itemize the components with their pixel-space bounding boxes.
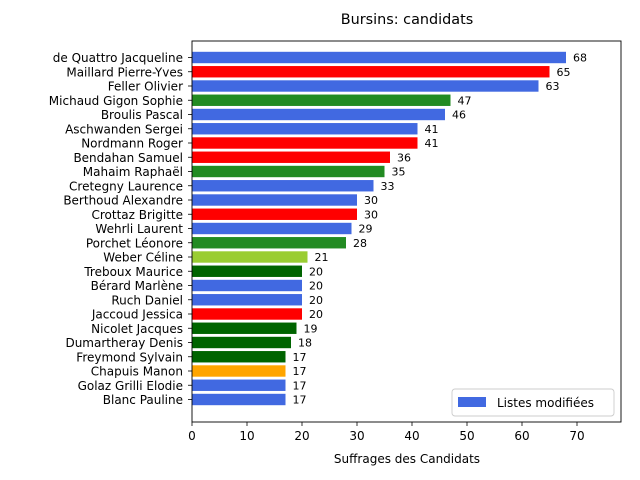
bar xyxy=(192,123,418,135)
legend-swatch xyxy=(458,397,486,407)
plot-frame xyxy=(191,40,622,423)
bar xyxy=(192,322,297,334)
bar xyxy=(192,336,291,349)
bar xyxy=(192,379,286,391)
x-tick-label: 40 xyxy=(404,429,419,443)
y-tick-label: Michaud Gigon Sophie xyxy=(49,94,183,108)
y-tick-label: Berthoud Alexandre xyxy=(63,194,183,208)
y-tick-label: Bérard Marlène xyxy=(91,279,183,293)
bar-value-label: 17 xyxy=(293,379,307,392)
value-labels-group: 6865634746414136353330302928212020202019… xyxy=(293,52,588,407)
y-tick-label: Bendahan Samuel xyxy=(73,151,183,165)
bar-value-label: 29 xyxy=(359,223,373,236)
bar xyxy=(192,265,302,277)
bar-value-label: 17 xyxy=(293,351,307,364)
bar xyxy=(192,66,550,78)
bar-value-label: 41 xyxy=(425,137,439,150)
bar xyxy=(192,137,418,149)
legend-label: Listes modifiées xyxy=(497,396,594,410)
chart-title: Bursins: candidats xyxy=(341,12,474,28)
bar xyxy=(192,279,302,292)
x-tick-label: 60 xyxy=(514,429,529,443)
y-tick-label: Crottaz Brigitte xyxy=(91,208,183,222)
y-tick-label: Ruch Daniel xyxy=(111,293,183,307)
y-tick-label: Mahaim Raphaël xyxy=(83,165,183,179)
bar-value-label: 19 xyxy=(304,322,318,335)
bar-value-label: 20 xyxy=(309,280,323,293)
bar xyxy=(192,208,357,220)
bar xyxy=(192,194,357,206)
x-tick-label: 30 xyxy=(349,429,364,443)
bar xyxy=(192,51,566,64)
bar xyxy=(192,108,445,121)
bar-value-label: 28 xyxy=(353,237,367,250)
bar-value-label: 46 xyxy=(452,109,466,122)
bar-value-label: 68 xyxy=(573,52,587,65)
x-axis-label: Suffrages des Candidats xyxy=(334,452,480,466)
bar xyxy=(192,393,286,406)
y-tick-label: Nordmann Roger xyxy=(81,137,183,151)
bar xyxy=(192,251,308,263)
bar-value-label: 21 xyxy=(315,251,329,264)
bar-value-label: 47 xyxy=(458,94,472,107)
y-tick-label: Nicolet Jacques xyxy=(91,322,183,336)
bar xyxy=(192,165,385,178)
x-tick-label: 50 xyxy=(459,429,474,443)
y-tick-label: Freymond Sylvain xyxy=(76,350,183,364)
bar-value-label: 17 xyxy=(293,365,307,378)
x-tick-label: 10 xyxy=(239,429,254,443)
y-tick-label: Broulis Pascal xyxy=(101,108,183,122)
y-tick-label: Porchet Léonore xyxy=(86,236,183,250)
bar xyxy=(192,80,539,92)
y-tick-label: Chapuis Manon xyxy=(91,365,183,379)
y-tick-label: Feller Olivier xyxy=(108,80,183,94)
bar-value-label: 36 xyxy=(397,151,411,164)
bar-value-label: 63 xyxy=(546,80,560,93)
bar xyxy=(192,237,346,249)
y-tick-label: Dumartheray Denis xyxy=(65,336,183,350)
bar-value-label: 35 xyxy=(392,166,406,179)
legend: Listes modifiées xyxy=(451,388,615,417)
bar-value-label: 20 xyxy=(309,308,323,321)
y-tick-label: Cretegny Laurence xyxy=(69,179,183,193)
bar xyxy=(192,351,286,363)
y-tick-label: Wehrli Laurent xyxy=(95,222,183,236)
bar-value-label: 30 xyxy=(364,208,378,221)
bar xyxy=(192,294,302,306)
x-ticks-group: 0 10 20 30 40 50 60 70 xyxy=(188,422,585,443)
x-tick-label: 20 xyxy=(294,429,309,443)
y-tick-label: Maillard Pierre-Yves xyxy=(66,65,183,79)
bar xyxy=(192,180,374,192)
bar xyxy=(192,151,390,163)
x-tick-label: 70 xyxy=(569,429,584,443)
y-tick-label: Golaz Grilli Elodie xyxy=(78,379,183,393)
bar-value-label: 20 xyxy=(309,294,323,307)
bar xyxy=(192,308,302,320)
bar xyxy=(192,94,451,106)
bar xyxy=(192,222,352,235)
bars-group xyxy=(192,51,566,406)
bar-value-label: 41 xyxy=(425,123,439,136)
bar-value-label: 18 xyxy=(298,337,312,350)
y-tick-label: Weber Céline xyxy=(103,251,183,265)
y-tick-label: Blanc Pauline xyxy=(103,393,183,407)
y-tick-label: Aschwanden Sergei xyxy=(65,122,183,136)
bar-value-label: 30 xyxy=(364,194,378,207)
legend-box xyxy=(451,388,615,417)
y-tick-label: Treboux Maurice xyxy=(83,265,183,279)
y-tick-label: Jaccoud Jessica xyxy=(91,308,183,322)
bar-value-label: 65 xyxy=(557,66,571,79)
bar-value-label: 33 xyxy=(381,180,395,193)
bar-value-label: 20 xyxy=(309,265,323,278)
bar-value-label: 17 xyxy=(293,394,307,407)
bar xyxy=(192,365,286,377)
x-tick-label: 0 xyxy=(188,429,196,443)
y-tick-label: de Quattro Jacqueline xyxy=(53,51,183,65)
